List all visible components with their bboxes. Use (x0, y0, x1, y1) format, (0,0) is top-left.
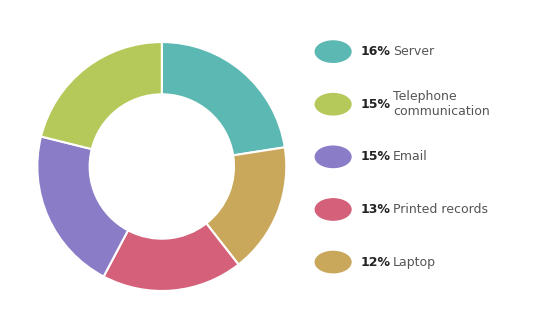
Text: 13%: 13% (361, 203, 391, 216)
Text: 15%: 15% (361, 98, 391, 111)
Wedge shape (162, 42, 285, 156)
Text: Email: Email (393, 150, 427, 164)
Wedge shape (206, 147, 286, 264)
Text: Laptop: Laptop (393, 255, 436, 269)
Text: Printed records: Printed records (393, 203, 488, 216)
Wedge shape (104, 223, 238, 291)
Text: Server: Server (393, 45, 434, 58)
Wedge shape (37, 137, 128, 276)
Text: 15%: 15% (361, 150, 391, 164)
Text: 16%: 16% (361, 45, 391, 58)
Text: 12%: 12% (361, 255, 391, 269)
Wedge shape (41, 42, 162, 149)
Text: Telephone
communication: Telephone communication (393, 90, 489, 118)
